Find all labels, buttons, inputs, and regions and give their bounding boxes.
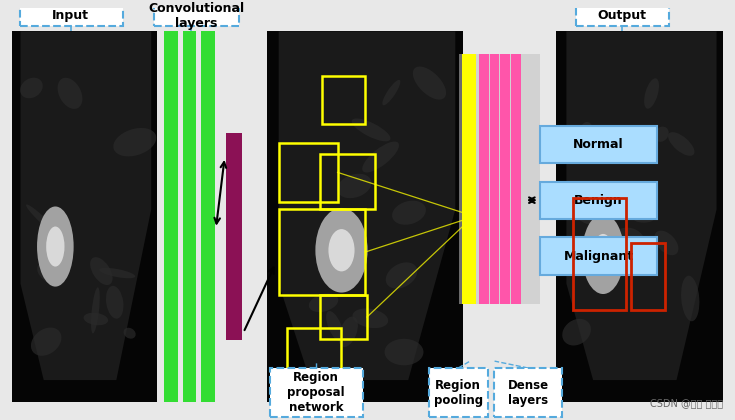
Ellipse shape [106,286,123,319]
Ellipse shape [384,339,423,365]
Ellipse shape [413,66,446,100]
Bar [459,54,539,304]
FancyBboxPatch shape [429,368,488,417]
Bar [279,210,365,295]
Text: Normal: Normal [573,138,624,151]
Ellipse shape [84,313,108,325]
Ellipse shape [386,262,417,289]
Ellipse shape [362,142,399,173]
Bar [556,32,723,402]
Bar [201,32,215,402]
Bar [226,134,243,339]
Ellipse shape [592,234,614,274]
Ellipse shape [46,226,65,267]
Ellipse shape [382,80,401,105]
FancyBboxPatch shape [20,5,123,26]
FancyBboxPatch shape [154,5,240,26]
Bar [320,154,375,210]
Ellipse shape [681,276,700,321]
Text: Benign: Benign [574,194,623,207]
Ellipse shape [589,212,616,231]
Text: Output: Output [598,9,647,22]
FancyBboxPatch shape [494,368,562,417]
Bar [320,295,367,339]
Ellipse shape [90,257,112,285]
Ellipse shape [99,268,135,278]
Bar [539,237,658,275]
Bar [267,32,463,402]
Ellipse shape [20,78,43,98]
Bar [322,76,365,124]
Ellipse shape [339,317,358,347]
Bar [501,54,510,304]
FancyBboxPatch shape [576,5,670,26]
Text: Input: Input [52,9,89,22]
Bar [512,54,521,304]
Ellipse shape [392,201,426,225]
Text: Convolutional
layers: Convolutional layers [148,2,244,30]
Ellipse shape [668,132,695,156]
Ellipse shape [337,174,371,198]
Text: Malignant: Malignant [564,249,634,262]
Ellipse shape [644,78,659,109]
FancyBboxPatch shape [270,368,363,417]
Bar [631,243,665,310]
Bar [12,32,157,402]
Text: Region
proposal
network: Region proposal network [287,371,345,414]
Ellipse shape [329,229,354,271]
Bar [539,181,658,219]
Bar [164,32,178,402]
Ellipse shape [351,118,390,141]
Bar [490,54,500,304]
Ellipse shape [37,262,61,284]
Bar [462,54,476,304]
Ellipse shape [634,214,654,223]
Ellipse shape [620,248,645,271]
Text: CSDN @托比 马奎尔: CSDN @托比 马奎尔 [650,399,723,408]
Text: Dense
layers: Dense layers [507,378,548,407]
Text: Region
pooling: Region pooling [434,378,483,407]
Ellipse shape [654,231,678,255]
Polygon shape [567,32,717,380]
Ellipse shape [91,287,100,333]
Ellipse shape [582,214,624,294]
Bar [182,32,196,402]
Bar [279,143,337,202]
Ellipse shape [57,78,82,109]
Ellipse shape [26,205,59,236]
Ellipse shape [309,294,338,312]
Bar [539,126,658,163]
Ellipse shape [123,328,136,339]
Ellipse shape [614,228,645,251]
Ellipse shape [353,308,388,328]
Polygon shape [21,32,151,380]
Bar [479,54,489,304]
Ellipse shape [315,208,368,293]
Ellipse shape [654,126,669,142]
Ellipse shape [31,328,62,356]
Bar [573,198,626,310]
Ellipse shape [326,311,343,341]
Polygon shape [279,32,455,380]
Ellipse shape [576,200,611,225]
Ellipse shape [562,319,591,346]
Ellipse shape [113,128,157,156]
Ellipse shape [577,122,595,160]
Ellipse shape [37,207,74,286]
Bar [287,328,342,376]
